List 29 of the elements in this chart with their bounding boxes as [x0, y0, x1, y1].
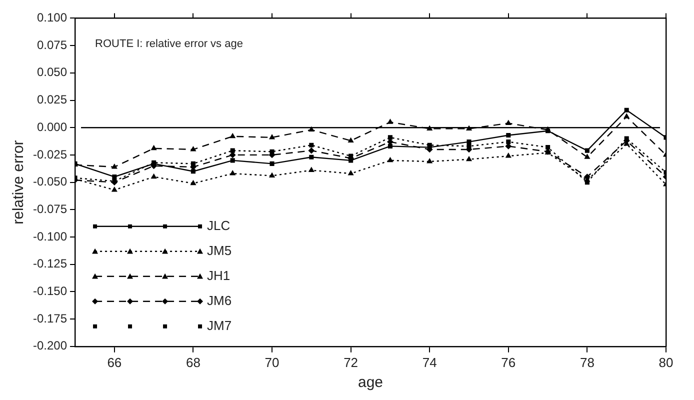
- x-tick-label: 80: [658, 354, 674, 370]
- y-axis-title: relative error: [10, 140, 28, 224]
- y-tick-label: -0.125: [32, 256, 68, 271]
- y-tick-label: 0.100: [36, 10, 68, 25]
- y-tick-label: 0.025: [36, 92, 68, 107]
- y-tick-label: -0.200: [32, 338, 68, 353]
- legend-label: JH1: [207, 268, 230, 283]
- y-tick-label: 0.075: [36, 38, 68, 52]
- x-tick-label: 72: [344, 354, 358, 370]
- x-axis-title: age: [358, 374, 384, 392]
- y-tick-label: 0.000: [36, 120, 68, 134]
- y-tick-label: -0.075: [32, 202, 68, 216]
- y-tick-label: -0.025: [32, 147, 68, 162]
- legend-label: JM6: [207, 292, 232, 308]
- legend-label: JM5: [207, 242, 232, 258]
- x-tick-label: 66: [107, 354, 122, 370]
- y-tick-label: -0.175: [32, 311, 68, 326]
- legend-label: JLC: [207, 218, 230, 233]
- text: ROUTE I: relative error vs age: [95, 38, 243, 50]
- x-tick-label: 70: [264, 354, 280, 370]
- y-tick-label: -0.100: [32, 229, 68, 244]
- x-tick-label: 78: [580, 354, 594, 370]
- y-tick-label: -0.050: [32, 174, 68, 189]
- y-tick-label: -0.150: [32, 284, 68, 298]
- y-tick-label: 0.050: [36, 65, 68, 80]
- legend-label: JM7: [207, 318, 232, 333]
- x-tick-label: 68: [186, 354, 200, 370]
- x-tick-label: 76: [501, 354, 516, 370]
- x-tick-label: 74: [422, 354, 437, 370]
